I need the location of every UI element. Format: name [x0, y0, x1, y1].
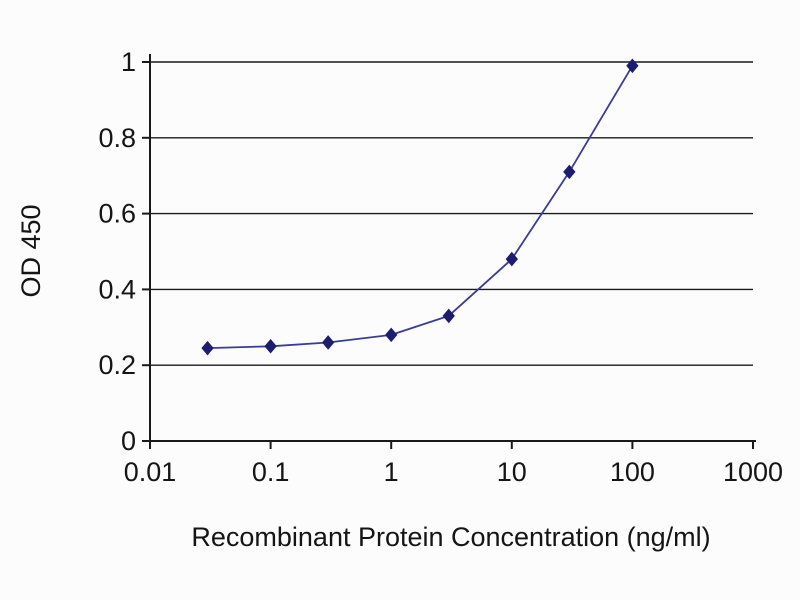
data-point-marker: [201, 340, 214, 356]
x-tick-label: 0.1: [252, 457, 290, 487]
y-tick-label: 0: [121, 426, 136, 456]
y-tick-label: 0.2: [98, 350, 136, 380]
data-point-marker: [563, 164, 576, 180]
y-tick-label: 0.6: [98, 199, 136, 229]
y-tick-label: 1: [121, 47, 136, 77]
data-point-marker: [626, 58, 639, 74]
horizontal-gridlines: [150, 61, 753, 366]
x-tick-label: 1000: [723, 457, 783, 487]
x-tick-label: 10: [497, 457, 527, 487]
data-point-marker: [505, 251, 518, 267]
x-tick-label: 0.01: [124, 457, 177, 487]
x-tick-labels: 0.01 0.1 1 10 100 1000: [124, 457, 783, 487]
data-point-marker: [385, 327, 398, 343]
x-tick-label: 100: [610, 457, 655, 487]
data-point-marker: [442, 308, 455, 324]
series-line: [207, 65, 634, 349]
data-point-marker: [321, 335, 335, 350]
data-series: [201, 58, 639, 356]
y-axis-label: OD 450: [16, 204, 46, 297]
x-axis-label: Recombinant Protein Concentration (ng/ml…: [191, 522, 710, 552]
y-tick-label: 0.8: [98, 123, 136, 153]
y-tick-label: 0.4: [98, 274, 136, 304]
x-tick-label: 1: [384, 457, 399, 487]
axes: [142, 54, 756, 449]
data-point-marker: [264, 338, 277, 354]
y-tick-labels: 0 0.2 0.4 0.6 0.8 1: [98, 47, 136, 456]
